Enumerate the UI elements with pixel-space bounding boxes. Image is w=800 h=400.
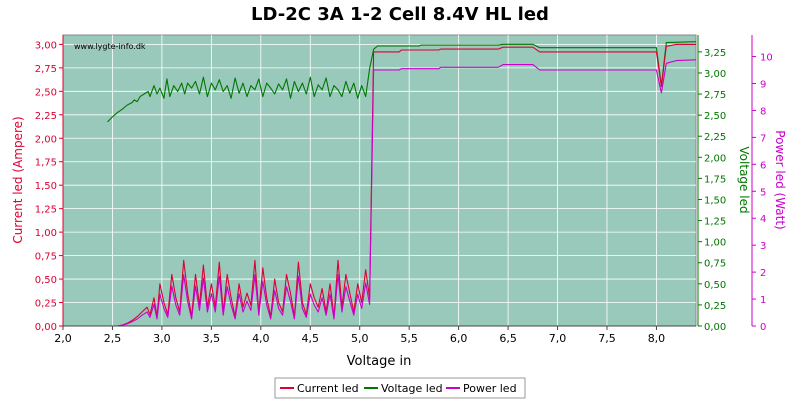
y-right1-tick-label: 2,00: [704, 153, 726, 164]
y-right2-tick-label: 5: [760, 187, 766, 198]
y-right1-tick-label: 2,75: [704, 90, 726, 101]
y-right1-tick-label: 1,25: [704, 217, 726, 228]
y-right1-tick-label: 1,00: [704, 238, 726, 249]
y-right1-tick-label: 1,75: [704, 174, 726, 185]
y-left-tick-label: 0,50: [35, 275, 57, 286]
x-tick-label: 2,5: [104, 332, 122, 345]
legend-box: [274, 377, 526, 399]
legend: Current led Voltage led Power led: [274, 377, 526, 399]
x-tick-label: 3,5: [203, 332, 221, 345]
y-right1-tick-label: 0,75: [704, 259, 726, 270]
y-right2-tick-label: 6: [760, 160, 766, 171]
x-tick-label: 6,0: [450, 332, 468, 345]
y-left-tick-label: 1,75: [35, 158, 57, 169]
axes: 2,0 2,5 3,0 3,5 4,0 4,5 5,0 5,5 6,0 6,5 7,0 7,5 8,0 0…: [35, 35, 773, 345]
y-left-tick-label: 0,00: [35, 322, 57, 333]
y-right2-tick-label: 0: [760, 322, 766, 333]
y-right2-tick-label: 8: [760, 106, 766, 117]
x-tick-label: 5,5: [400, 332, 418, 345]
y-left-tick-label: 1,00: [35, 228, 57, 239]
y-right1-tick-label: 3,00: [704, 69, 726, 80]
y-right1-tick-label: 0,25: [704, 301, 726, 312]
y-left-tick-label: 3,00: [35, 40, 57, 51]
watermark: www.lygte-info.dk: [74, 42, 146, 51]
series-line-power-led: [107, 59, 697, 327]
y-left-tick-label: 2,25: [35, 111, 57, 122]
y-left-tick-label: 2,50: [35, 87, 57, 98]
x-tick-label: 4,0: [252, 332, 270, 345]
x-tick-label: 3,0: [153, 332, 171, 345]
legend-label-voltage: Voltage led: [381, 382, 443, 395]
legend-item-voltage: Voltage led: [364, 382, 443, 395]
legend-item-power: Power led: [446, 382, 517, 395]
x-tick-label: 2,0: [54, 332, 72, 345]
legend-label-current: Current led: [297, 382, 359, 395]
x-tick-label: 4,5: [302, 332, 320, 345]
plot-area: [62, 34, 697, 327]
y-left-tick-label: 0,25: [35, 299, 57, 310]
y-right1-tick-label: 2,50: [704, 111, 726, 122]
y-right2-tick-label: 4: [760, 214, 766, 225]
y-right2-tick-label: 7: [760, 133, 766, 144]
y-axis-left-label: Current led (Ampere): [11, 116, 25, 243]
y-axis-right1-label: Voltage led: [737, 146, 751, 213]
series-lines: [107, 41, 697, 327]
y-right1-tick-label: 2,25: [704, 132, 726, 143]
y-right1-tick-label: 0,50: [704, 280, 726, 291]
series-line-voltage-led: [107, 41, 697, 123]
legend-item-current: Current led: [280, 382, 359, 395]
x-tick-label: 7,5: [598, 332, 616, 345]
y-right1-tick-label: 0,00: [704, 322, 726, 333]
y-left-tick-label: 1,50: [35, 181, 57, 192]
y-axis-right2-label: Power led (Watt): [773, 130, 787, 229]
y-right2-tick-label: 1: [760, 295, 766, 306]
x-tick-label: 8,0: [648, 332, 666, 345]
x-tick-label: 5,0: [351, 332, 369, 345]
y-left-tick-label: 2,00: [35, 134, 57, 145]
y-right2-tick-label: 10: [760, 53, 773, 64]
y-right2-tick-label: 9: [760, 80, 766, 91]
grid: [63, 35, 696, 326]
x-tick-label: 6,5: [499, 332, 517, 345]
legend-label-power: Power led: [463, 382, 517, 395]
y-left-tick-label: 2,75: [35, 64, 57, 75]
x-tick-label: 7,0: [549, 332, 567, 345]
x-axis-label: Voltage in: [347, 354, 412, 369]
y-left-tick-label: 0,75: [35, 252, 57, 263]
y-right2-tick-label: 2: [760, 268, 766, 279]
y-right2-tick-label: 3: [760, 241, 766, 252]
y-right1-tick-label: 3,25: [704, 48, 726, 59]
y-left-tick-label: 1,25: [35, 205, 57, 216]
y-right1-tick-label: 1,50: [704, 195, 726, 206]
chart-title: LD-2C 3A 1-2 Cell 8.4V HL led: [251, 4, 549, 25]
